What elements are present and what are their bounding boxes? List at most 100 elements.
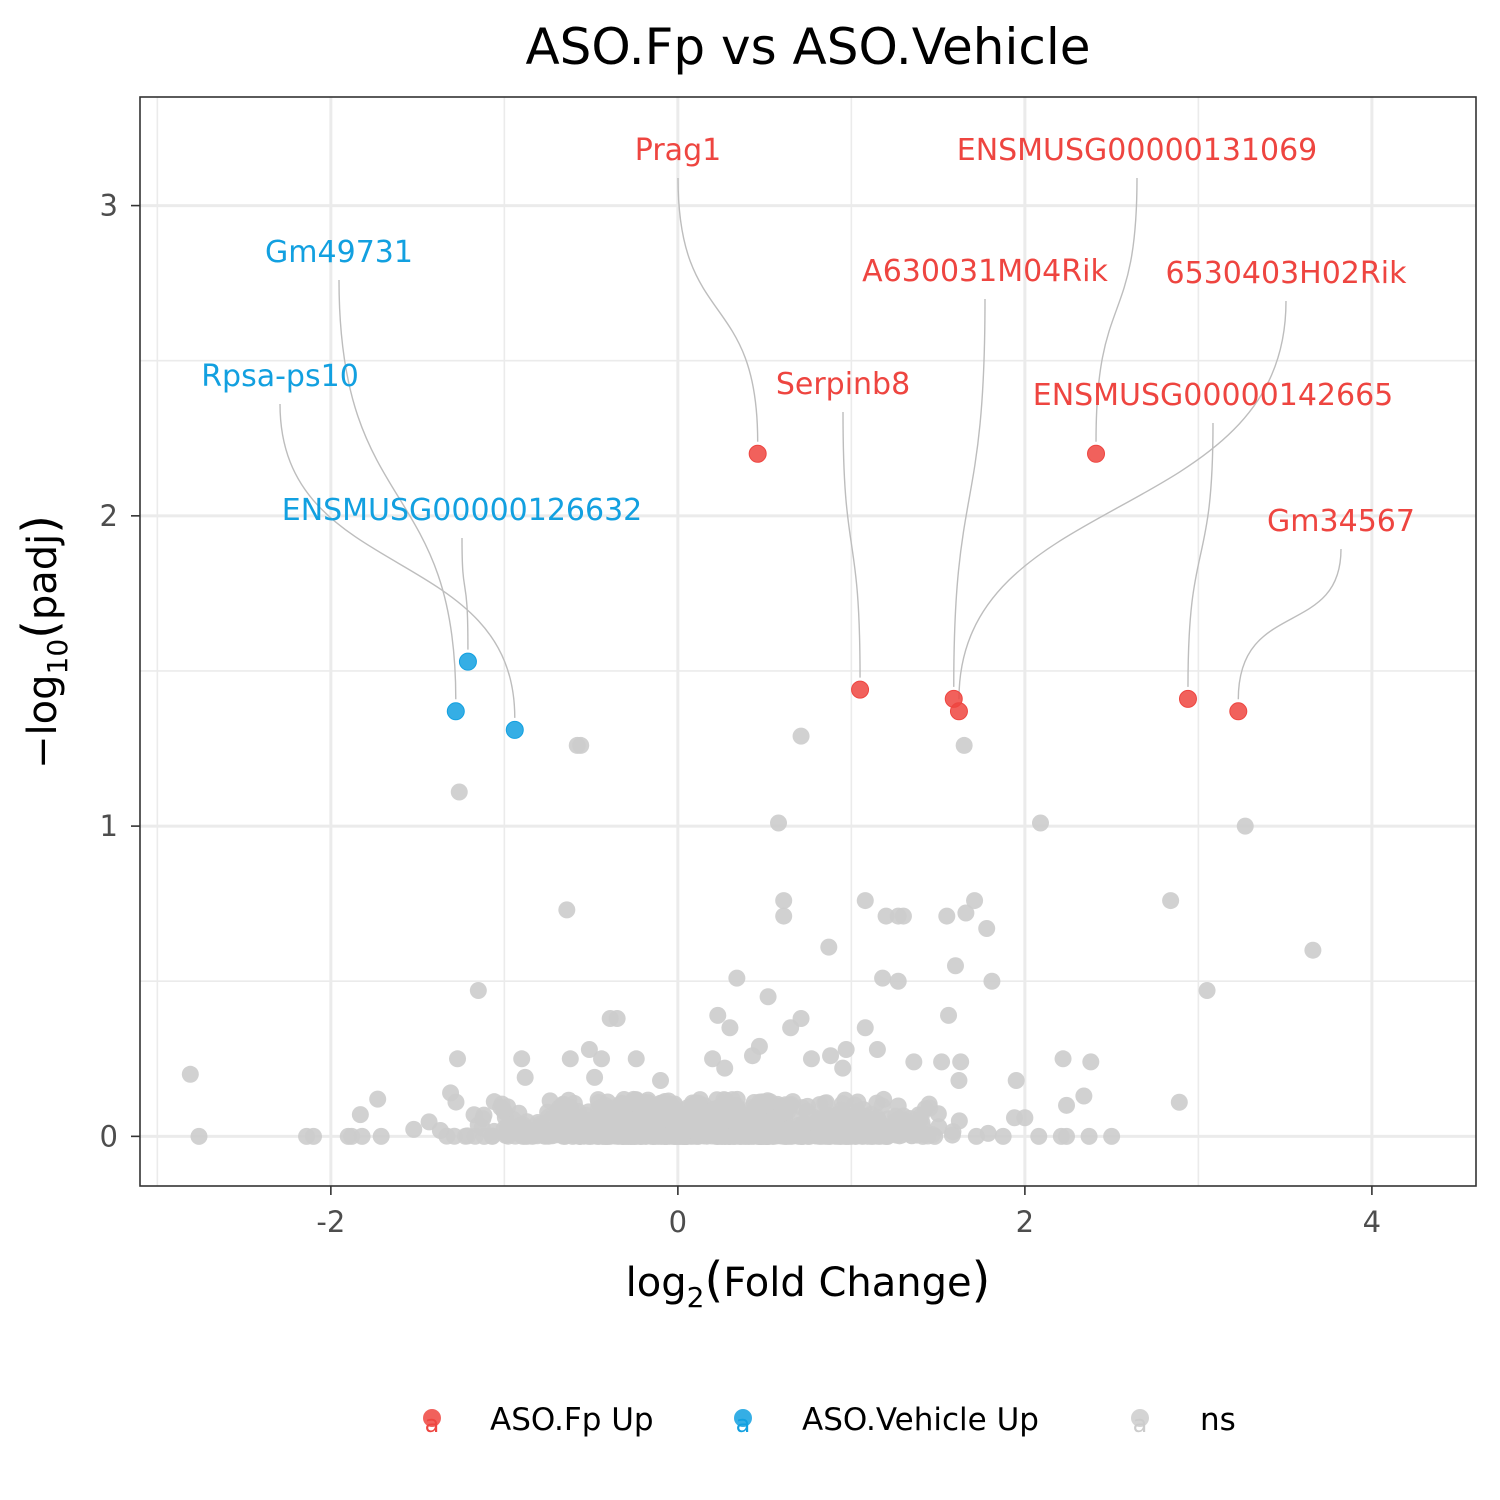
ns-point [561, 1050, 579, 1068]
ns-point [1058, 1096, 1076, 1114]
ns-point [586, 1068, 604, 1086]
legend-key-glyph: a [736, 1410, 751, 1438]
ns-point [1030, 1127, 1048, 1145]
legend-key-point [1131, 1409, 1149, 1427]
ns-point [469, 1116, 487, 1134]
ns-point [305, 1127, 323, 1145]
ns-point [978, 919, 996, 937]
ns-point [865, 1126, 883, 1144]
ns-point [1031, 814, 1049, 832]
ns-point [1170, 1093, 1188, 1111]
ns-point [952, 1053, 970, 1071]
ns-point [846, 1127, 864, 1145]
significant-point [1229, 702, 1248, 721]
ns-point [856, 892, 874, 910]
ns-point [431, 1122, 449, 1140]
ns-point [1080, 1127, 1098, 1145]
label-connector [842, 411, 861, 678]
ns-point [856, 1019, 874, 1037]
plot-border [139, 96, 1477, 1187]
gene-label: Rpsa-ps10 [201, 359, 359, 394]
x-tick-label: 0 [669, 1205, 687, 1239]
ns-point [608, 1009, 626, 1027]
ns-point [728, 969, 746, 987]
gene-label: Gm49731 [265, 235, 413, 270]
ns-point [792, 1009, 810, 1027]
x-tick-label: 4 [1363, 1205, 1381, 1239]
ns-point [511, 1125, 529, 1143]
ns-point [834, 1095, 852, 1113]
ns-point [542, 1125, 560, 1143]
ns-point [770, 814, 788, 832]
ns-point [450, 783, 468, 801]
x-tick-label: 2 [1016, 1205, 1034, 1239]
ns-point [940, 1006, 958, 1024]
ns-point [714, 1126, 732, 1144]
ns-point [1054, 1050, 1072, 1068]
ns-point [944, 1123, 962, 1141]
ns-point [825, 1113, 843, 1131]
ns-point [1103, 1127, 1121, 1145]
ns-point [459, 1127, 477, 1145]
ns-point [1016, 1109, 1034, 1127]
ns-point [616, 1108, 634, 1126]
ns-point [469, 982, 487, 1000]
ns-point [653, 1107, 671, 1125]
ns-point [792, 727, 810, 745]
ns-point [1304, 941, 1322, 959]
ns-point [874, 969, 892, 987]
ns-point [802, 1050, 820, 1068]
ns-point [891, 1127, 909, 1145]
ns-point [1162, 892, 1180, 910]
gene-label: Serpinb8 [776, 367, 910, 402]
significant-point [458, 652, 477, 671]
ns-point [834, 1059, 852, 1077]
gene-label: ENSMUSG00000142665 [1033, 378, 1394, 413]
ns-point [933, 1053, 951, 1071]
y-tick-label: 1 [100, 809, 118, 843]
ns-point [643, 1127, 661, 1145]
ns-point [483, 1127, 501, 1145]
ns-point [683, 1112, 701, 1130]
ns-point [704, 1050, 722, 1068]
ns-point [983, 972, 1001, 990]
ns-point [775, 892, 793, 910]
gene-label: Gm34567 [1267, 504, 1415, 539]
ns-point [1082, 1053, 1100, 1071]
gene-label: A630031M04Rik [862, 254, 1108, 289]
ns-point [1075, 1087, 1093, 1105]
significant-points [446, 444, 1248, 739]
significant-point [1178, 689, 1197, 708]
ns-point [822, 1047, 840, 1065]
ns-point [181, 1065, 199, 1083]
y-axis-title: −log10(padj) [12, 515, 74, 769]
ns-point [372, 1127, 390, 1145]
ns-point [627, 1050, 645, 1068]
ns-point [938, 907, 956, 925]
label-connector [338, 279, 457, 700]
ns-point [593, 1108, 611, 1126]
ns-point [955, 736, 973, 754]
ns-point [405, 1120, 423, 1138]
significant-point [851, 680, 870, 699]
ns-point [966, 892, 984, 910]
ns-point [709, 1006, 727, 1024]
ns-point [950, 1072, 968, 1090]
significant-point [748, 444, 767, 463]
ns-point [994, 1127, 1012, 1145]
significant-point [1087, 444, 1106, 463]
ns-point [606, 1123, 624, 1141]
ns-point [1058, 1127, 1076, 1145]
label-connector [1187, 422, 1214, 687]
ns-point [516, 1068, 534, 1086]
ns-point [849, 1093, 867, 1111]
label-connector [461, 537, 469, 650]
label-connector [677, 177, 759, 442]
ns-point [351, 1106, 369, 1124]
legend-key-point [423, 1409, 441, 1427]
ns-point [190, 1127, 208, 1145]
ns-point [921, 1099, 939, 1117]
ns-point [1236, 817, 1254, 835]
y-tick-label: 2 [100, 499, 118, 533]
ns-point [716, 1059, 734, 1077]
